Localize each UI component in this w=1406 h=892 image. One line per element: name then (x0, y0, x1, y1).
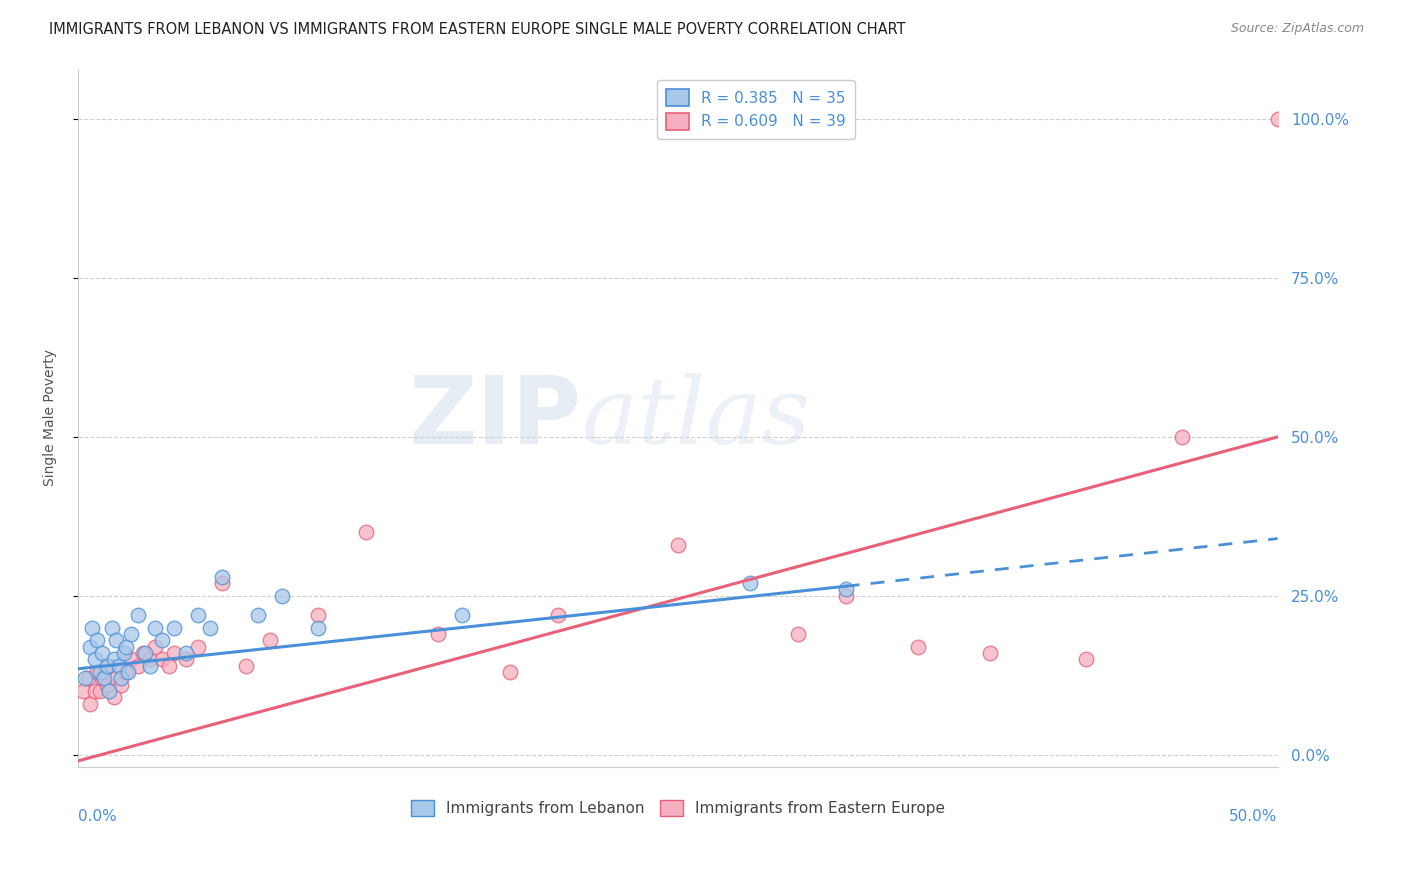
Point (979, 646, 1001, 660)
Point (103, 690, 125, 705)
Point (110, 671, 132, 685)
Point (211, 576, 233, 591)
Point (86, 665, 108, 679)
Point (134, 646, 156, 660)
Point (835, 582, 858, 597)
Point (738, 576, 761, 591)
Point (79, 640, 101, 654)
Point (91, 671, 114, 685)
Point (150, 633, 173, 648)
Point (76, 671, 98, 685)
Point (91, 646, 114, 660)
Point (139, 658, 162, 673)
Point (98, 684, 121, 698)
Point (143, 640, 166, 654)
Point (127, 607, 149, 622)
Point (547, 607, 569, 622)
Point (174, 652, 197, 666)
Point (120, 652, 142, 666)
Point (132, 646, 155, 660)
Point (163, 646, 186, 660)
Text: ZIP: ZIP (409, 372, 582, 464)
Text: Source: ZipAtlas.com: Source: ZipAtlas.com (1230, 22, 1364, 36)
Point (98, 658, 121, 673)
Text: 50.0%: 50.0% (1229, 809, 1278, 824)
Point (211, 570, 233, 584)
Point (127, 658, 149, 673)
Point (120, 627, 142, 641)
Point (259, 633, 281, 648)
Point (75, 671, 97, 685)
Text: IMMIGRANTS FROM LEBANON VS IMMIGRANTS FROM EASTERN EUROPE SINGLE MALE POVERTY CO: IMMIGRANTS FROM LEBANON VS IMMIGRANTS FR… (49, 22, 905, 37)
Point (96, 678, 118, 692)
Point (450, 607, 472, 622)
Point (246, 607, 269, 622)
Point (82, 620, 104, 634)
Point (143, 620, 166, 634)
Point (86, 633, 108, 648)
Point (105, 671, 128, 685)
Point (187, 607, 209, 622)
Point (115, 665, 138, 679)
Y-axis label: Single Male Poverty: Single Male Poverty (44, 350, 58, 486)
Point (93, 671, 115, 685)
Point (89, 665, 111, 679)
Point (198, 620, 221, 634)
Point (79, 697, 101, 711)
Point (174, 646, 197, 660)
Legend: Immigrants from Lebanon, Immigrants from Eastern Europe: Immigrants from Lebanon, Immigrants from… (405, 794, 950, 822)
Point (163, 620, 186, 634)
Point (1074, 652, 1097, 666)
Point (426, 627, 449, 641)
Point (105, 633, 128, 648)
Point (139, 652, 162, 666)
Point (307, 620, 329, 634)
Point (100, 620, 122, 634)
Point (835, 589, 858, 603)
Point (103, 652, 125, 666)
Point (187, 640, 209, 654)
Point (307, 607, 329, 622)
Point (354, 525, 377, 540)
Point (83, 684, 105, 698)
Point (117, 665, 139, 679)
Point (115, 640, 138, 654)
Point (270, 589, 292, 603)
Point (499, 665, 522, 679)
Point (1267, 112, 1289, 127)
Point (83, 652, 105, 666)
Point (1170, 430, 1192, 444)
Point (907, 640, 929, 654)
Point (107, 658, 129, 673)
Point (72, 684, 94, 698)
Point (235, 658, 257, 673)
Point (150, 652, 173, 666)
Point (666, 538, 689, 552)
Point (157, 658, 180, 673)
Point (786, 627, 808, 641)
Point (112, 646, 135, 660)
Text: atlas: atlas (582, 373, 811, 463)
Point (110, 678, 132, 692)
Point (89, 684, 111, 698)
Point (96, 658, 118, 673)
Text: 0.0%: 0.0% (77, 809, 117, 824)
